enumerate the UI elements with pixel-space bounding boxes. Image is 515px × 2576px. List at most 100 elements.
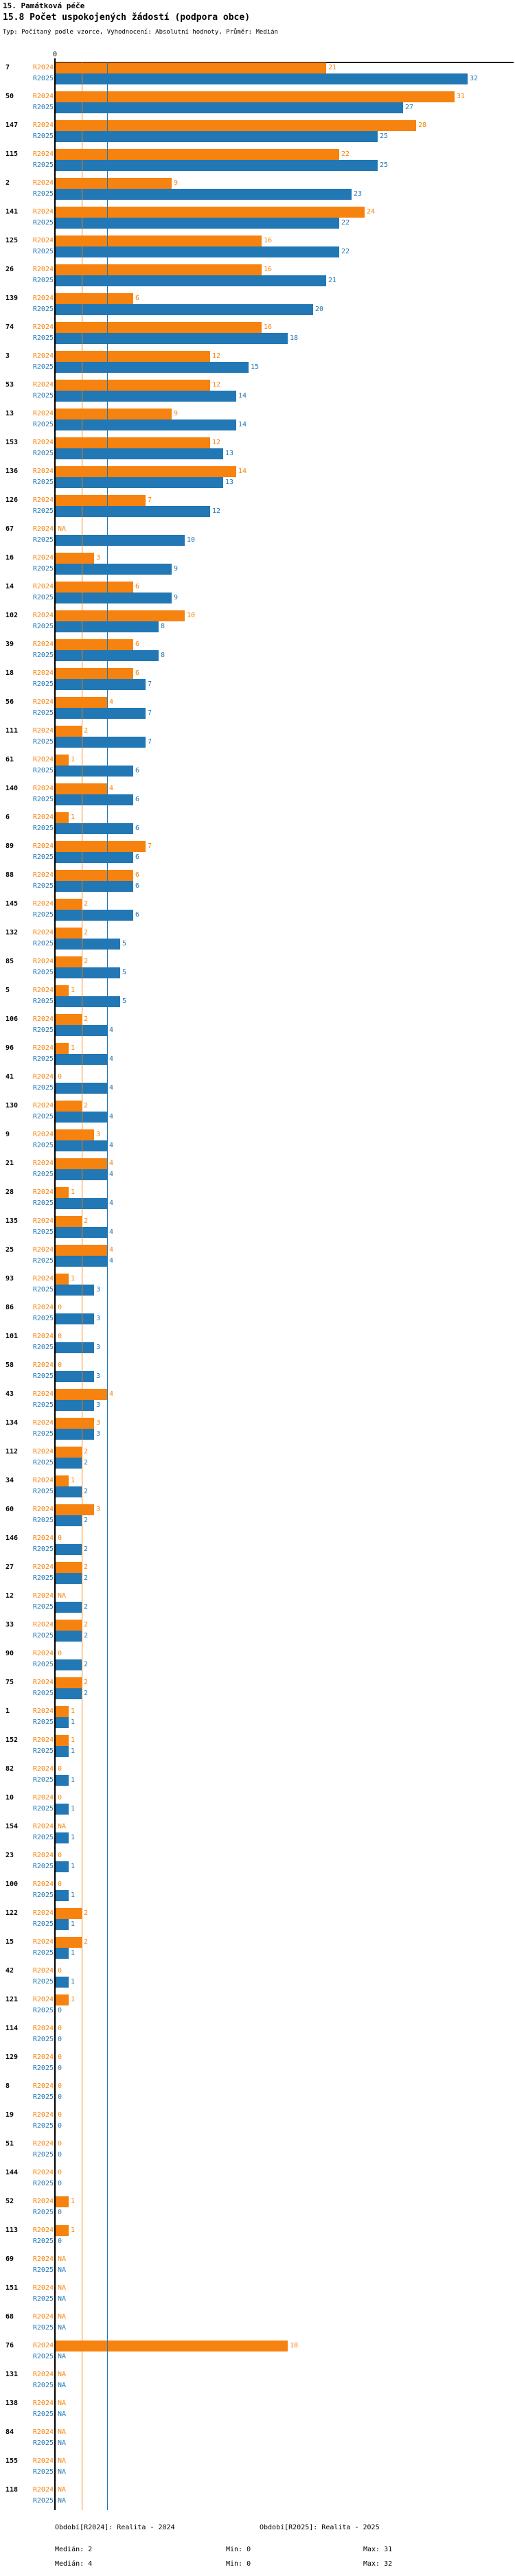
value-label-r2025: 6 <box>135 911 140 919</box>
bar-group: 134 R2024 3 R2025 3 <box>0 1418 515 1440</box>
series-label-r2024: R2024 <box>32 698 54 706</box>
value-label-r2025: 5 <box>122 998 127 1005</box>
row-label: 52 <box>5 2198 14 2205</box>
value-label-r2025: NA <box>58 2497 67 2505</box>
bar-r2025 <box>56 1313 94 1324</box>
series-label-r2024: R2024 <box>32 352 54 360</box>
bar-group: 82 R2024 0 R2025 1 <box>0 1764 515 1786</box>
row-label: 34 <box>5 1477 14 1484</box>
value-label-r2025: 9 <box>174 594 179 601</box>
stat-max-2025: Max: 32 <box>363 2560 393 2568</box>
value-label-r2024: NA <box>58 2313 67 2321</box>
series-label-r2024: R2024 <box>32 1217 54 1225</box>
value-label-r2024: 2 <box>84 1563 89 1571</box>
bar-r2025 <box>56 881 133 892</box>
value-label-r2025: 13 <box>225 450 234 457</box>
bar-r2024 <box>56 1908 82 1919</box>
bar-group: 33 R2024 2 R2025 2 <box>0 1620 515 1642</box>
legend-period-2024: Období[R2024]: Realita - 2024 <box>55 2524 175 2531</box>
series-label-r2025: R2025 <box>32 1459 54 1467</box>
bar-r2024 <box>56 380 210 391</box>
bar-group: 58 R2024 0 R2025 3 <box>0 1360 515 1382</box>
value-label-r2025: NA <box>58 2468 67 2476</box>
value-label-r2024: 12 <box>212 352 221 360</box>
row-label: 88 <box>5 871 14 879</box>
value-label-r2024: 7 <box>148 496 152 504</box>
series-label-r2025: R2025 <box>32 1199 54 1207</box>
row-label: 14 <box>5 583 14 590</box>
value-label-r2025: 15 <box>251 363 260 371</box>
value-label-r2024: 1 <box>71 1477 76 1484</box>
row-label: 115 <box>5 150 19 158</box>
value-label-r2025: 6 <box>135 853 140 861</box>
bar-r2025 <box>56 1285 94 1296</box>
bar-r2025 <box>56 535 185 546</box>
bar-r2025 <box>56 1602 82 1613</box>
value-label-r2025: 4 <box>109 1113 114 1120</box>
value-label-r2024: 2 <box>84 900 89 908</box>
row-label: 85 <box>5 958 14 965</box>
series-label-r2024: R2024 <box>32 1448 54 1456</box>
value-label-r2025: 2 <box>84 1545 89 1553</box>
value-label-r2024: 0 <box>58 2169 62 2176</box>
series-label-r2025: R2025 <box>32 1949 54 1957</box>
value-label-r2025: 5 <box>122 969 127 976</box>
value-label-r2025: 9 <box>174 565 179 573</box>
series-label-r2025: R2025 <box>32 2180 54 2187</box>
value-label-r2024: 4 <box>109 1390 114 1398</box>
series-label-r2025: R2025 <box>32 825 54 832</box>
value-label-r2024: 3 <box>96 1419 101 1427</box>
row-label: 102 <box>5 612 19 619</box>
series-label-r2025: R2025 <box>32 1026 54 1034</box>
series-label-r2025: R2025 <box>32 1690 54 1697</box>
series-label-r2025: R2025 <box>32 565 54 573</box>
series-label-r2025: R2025 <box>32 1863 54 1870</box>
row-label: 33 <box>5 1621 14 1629</box>
value-label-r2025: 2 <box>84 1690 89 1697</box>
value-label-r2025: 22 <box>341 219 350 227</box>
series-label-r2025: R2025 <box>32 2353 54 2360</box>
bar-group: 112 R2024 2 R2025 2 <box>0 1447 515 1469</box>
value-label-r2025: 2 <box>84 1517 89 1524</box>
row-label: 132 <box>5 929 19 936</box>
series-label-r2025: R2025 <box>32 2036 54 2043</box>
bar-r2024 <box>56 293 133 304</box>
bar-r2025 <box>56 1544 82 1555</box>
series-label-r2025: R2025 <box>32 161 54 169</box>
bar-r2024 <box>56 582 133 593</box>
series-label-r2024: R2024 <box>32 2227 54 2234</box>
series-label-r2024: R2024 <box>32 323 54 331</box>
value-label-r2024: 0 <box>58 1361 62 1369</box>
value-label-r2024: 6 <box>135 641 140 648</box>
row-label: 89 <box>5 842 14 850</box>
bar-r2025 <box>56 1832 69 1843</box>
row-label: 114 <box>5 2025 19 2032</box>
row-label: 90 <box>5 1650 14 1657</box>
bar-group: 88 R2024 6 R2025 6 <box>0 870 515 892</box>
value-label-r2025: 4 <box>109 1055 114 1063</box>
series-label-r2024: R2024 <box>32 1967 54 1975</box>
row-label: 106 <box>5 1015 19 1023</box>
series-label-r2024: R2024 <box>32 179 54 187</box>
series-label-r2024: R2024 <box>32 1621 54 1629</box>
series-label-r2024: R2024 <box>32 2400 54 2407</box>
row-label: 82 <box>5 1765 14 1773</box>
value-label-r2025: 23 <box>354 190 363 198</box>
bar-group: 106 R2024 2 R2025 4 <box>0 1014 515 1036</box>
bar-r2024 <box>56 1129 94 1140</box>
bar-r2025 <box>56 1717 69 1728</box>
bar-r2024 <box>56 2196 69 2207</box>
value-label-r2025: NA <box>58 2439 67 2447</box>
row-label: 23 <box>5 1852 14 1859</box>
series-label-r2025: R2025 <box>32 1661 54 1668</box>
series-label-r2025: R2025 <box>32 392 54 400</box>
row-label: 28 <box>5 1188 14 1196</box>
bar-group: 34 R2024 1 R2025 2 <box>0 1475 515 1497</box>
bar-group: 114 R2024 0 R2025 0 <box>0 2023 515 2045</box>
series-label-r2025: R2025 <box>32 1171 54 1178</box>
value-label-r2024: 0 <box>58 2111 62 2119</box>
bar-r2025 <box>56 1631 82 1642</box>
series-label-r2025: R2025 <box>32 1805 54 1813</box>
row-label: 155 <box>5 2457 19 2465</box>
value-label-r2025: 2 <box>84 1574 89 1582</box>
